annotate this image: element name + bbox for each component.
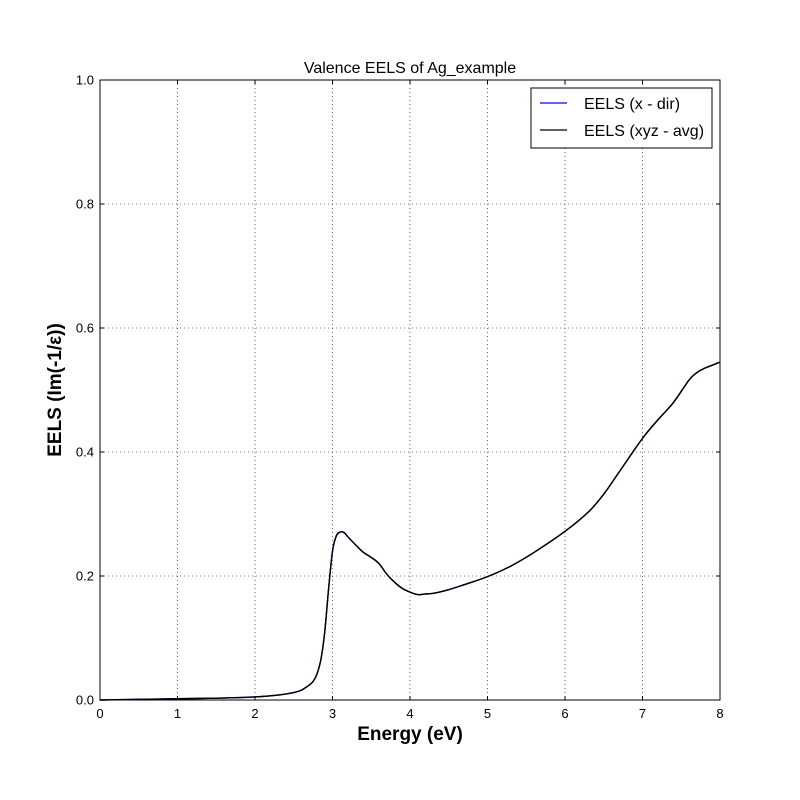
x-tick-label-6: 6 — [561, 706, 568, 721]
y-tick-label-2: 0.4 — [76, 445, 94, 460]
legend-label-xyz-avg: EELS (xyz - avg) — [584, 123, 704, 140]
x-tick-label-2: 2 — [251, 706, 258, 721]
x-tick-label-4: 4 — [406, 706, 413, 721]
y-tick-label-4: 0.8 — [76, 197, 94, 212]
y-tick-label-3: 0.6 — [76, 321, 94, 336]
x-tick-label-8: 8 — [716, 706, 723, 721]
chart-title: Valence EELS of Ag_example — [304, 60, 516, 77]
x-axis-title: Energy (eV) — [357, 724, 463, 745]
y-tick-label-5: 1.0 — [76, 73, 94, 88]
series-line-xyz-avg — [99, 361, 721, 701]
x-tick-label-7: 7 — [639, 706, 646, 721]
legend-label-x-dir: EELS (x - dir) — [584, 96, 680, 113]
legend-box — [530, 87, 713, 149]
grid — [100, 80, 720, 700]
x-tick-label-3: 3 — [329, 706, 336, 721]
y-tick-label-0: 0.0 — [76, 693, 94, 708]
x-tick-label-0: 0 — [96, 706, 103, 721]
ticks: 0 1 2 3 4 5 6 7 8 0.0 0.2 0.4 0.6 0.8 1.0 — [76, 73, 724, 722]
y-axis-title: EELS (Im(-1/ε)) — [45, 323, 66, 457]
x-tick-label-1: 1 — [174, 706, 181, 721]
series-group — [99, 361, 721, 701]
legend: EELS (x - dir) EELS (xyz - avg) — [530, 87, 713, 149]
x-tick-label-5: 5 — [484, 706, 491, 721]
y-tick-label-1: 0.2 — [76, 569, 94, 584]
